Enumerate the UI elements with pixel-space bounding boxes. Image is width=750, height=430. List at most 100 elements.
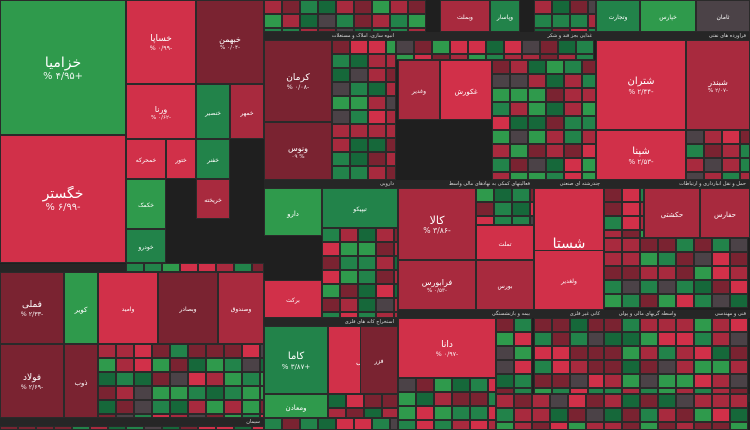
stock-tile[interactable]: خمهر <box>230 84 264 139</box>
stock-tile-small[interactable] <box>546 74 564 88</box>
stock-tile[interactable]: وصندوق <box>218 272 264 344</box>
stock-tile-small[interactable] <box>676 346 694 360</box>
stock-tile-small[interactable] <box>188 372 206 386</box>
stock-tile-small[interactable] <box>640 280 658 294</box>
stock-tile-small[interactable] <box>350 138 368 152</box>
stock-tile-small[interactable] <box>116 386 134 400</box>
stock-tile-small[interactable] <box>622 422 640 430</box>
stock-tile-small[interactable] <box>588 332 604 346</box>
stock-tile-small[interactable] <box>552 28 570 32</box>
stock-tile-small[interactable] <box>416 378 434 392</box>
stock-tile-small[interactable] <box>452 392 470 406</box>
stock-tile-small[interactable] <box>368 68 386 82</box>
stock-tile-small[interactable] <box>540 40 558 54</box>
stock-tile-small[interactable] <box>260 372 264 386</box>
stock-tile-small[interactable] <box>170 414 188 418</box>
stock-tile-small[interactable] <box>550 394 568 408</box>
stock-tile-small[interactable] <box>640 202 644 216</box>
stock-tile-small[interactable] <box>336 14 354 28</box>
stock-tile-small[interactable] <box>496 318 514 332</box>
stock-tile-small[interactable] <box>152 358 170 372</box>
stock-tile-small[interactable] <box>206 414 224 418</box>
stock-tile-small[interactable] <box>704 130 722 144</box>
stock-tile-small[interactable] <box>318 14 336 28</box>
stock-tile-small[interactable] <box>622 230 640 238</box>
stock-tile-small[interactable] <box>496 332 514 346</box>
stock-tile-small[interactable] <box>350 124 368 138</box>
stock-tile-small[interactable] <box>340 228 358 242</box>
stock-tile-small[interactable] <box>234 426 252 430</box>
stock-tile-small[interactable] <box>676 318 694 332</box>
stock-tile-small[interactable] <box>376 312 394 318</box>
stock-tile-small[interactable] <box>730 318 748 332</box>
stock-tile-small[interactable] <box>170 358 188 372</box>
stock-tile-small[interactable] <box>492 116 510 130</box>
stock-tile-small[interactable] <box>640 422 658 430</box>
stock-tile-small[interactable] <box>340 298 358 312</box>
stock-tile-small[interactable] <box>570 360 588 374</box>
stock-tile-small[interactable] <box>394 256 398 270</box>
stock-tile-small[interactable] <box>390 418 398 430</box>
stock-tile-small[interactable] <box>604 202 622 216</box>
stock-tile-small[interactable] <box>488 378 496 392</box>
stock-tile-small[interactable] <box>332 124 350 138</box>
stock-tile-small[interactable] <box>468 54 486 60</box>
stock-tile-small[interactable] <box>134 372 152 386</box>
stock-tile-small[interactable] <box>676 252 694 266</box>
stock-tile-small[interactable] <box>550 422 568 430</box>
stock-tile-small[interactable] <box>694 318 712 332</box>
stock-tile-small[interactable] <box>368 40 386 54</box>
stock-tile-small[interactable] <box>398 392 416 406</box>
stock-tile-small[interactable] <box>730 266 748 280</box>
stock-tile-small[interactable] <box>496 422 514 430</box>
stock-tile-small[interactable] <box>640 238 658 252</box>
stock-tile-small[interactable] <box>694 280 712 294</box>
stock-tile-small[interactable] <box>522 54 540 60</box>
stock-tile-small[interactable] <box>528 172 546 180</box>
stock-tile-small[interactable] <box>722 144 740 158</box>
stock-tile-small[interactable] <box>528 116 546 130</box>
stock-tile-small[interactable] <box>470 406 488 420</box>
stock-tile-small[interactable] <box>368 82 386 96</box>
stock-tile-small[interactable] <box>134 344 152 358</box>
stock-tile-small[interactable] <box>658 388 676 394</box>
stock-tile-small[interactable] <box>358 270 376 284</box>
stock-tile[interactable]: ونوس% ۰۹ <box>264 122 332 180</box>
stock-tile-small[interactable] <box>390 14 408 28</box>
stock-tile-small[interactable] <box>242 414 260 418</box>
stock-tile[interactable]: وبصادر <box>158 272 218 344</box>
stock-tile-small[interactable] <box>546 88 564 102</box>
stock-tile-small[interactable] <box>386 138 396 152</box>
stock-tile-small[interactable] <box>588 360 604 374</box>
stock-tile-small[interactable] <box>90 426 108 430</box>
stock-tile-small[interactable] <box>36 426 54 430</box>
stock-tile[interactable]: وبملت <box>440 0 490 32</box>
stock-tile-small[interactable] <box>640 332 658 346</box>
stock-tile-small[interactable] <box>604 346 622 360</box>
stock-tile-small[interactable] <box>658 374 676 388</box>
stock-tile-small[interactable] <box>336 0 354 14</box>
stock-tile-small[interactable] <box>394 298 398 312</box>
stock-tile-small[interactable] <box>372 14 390 28</box>
stock-tile-small[interactable] <box>340 284 358 298</box>
stock-tile-small[interactable] <box>534 318 552 332</box>
stock-tile-small[interactable] <box>694 238 712 252</box>
stock-tile-small[interactable] <box>570 374 588 388</box>
stock-tile-small[interactable] <box>504 54 522 60</box>
stock-tile-small[interactable] <box>386 110 396 124</box>
stock-tile-small[interactable] <box>242 386 260 400</box>
stock-tile-small[interactable] <box>300 0 318 14</box>
stock-tile-small[interactable] <box>396 40 414 54</box>
stock-tile-small[interactable] <box>416 406 434 420</box>
stock-tile-small[interactable] <box>416 420 434 430</box>
stock-tile-small[interactable] <box>18 426 36 430</box>
stock-tile-small[interactable] <box>564 116 582 130</box>
stock-tile-small[interactable] <box>622 238 640 252</box>
stock-tile-small[interactable] <box>434 420 452 430</box>
stock-tile-small[interactable] <box>564 88 582 102</box>
stock-tile-small[interactable] <box>532 408 550 422</box>
stock-tile-small[interactable] <box>98 400 116 414</box>
stock-tile-small[interactable] <box>588 346 604 360</box>
stock-tile-small[interactable] <box>496 346 514 360</box>
stock-tile-small[interactable] <box>534 388 552 394</box>
